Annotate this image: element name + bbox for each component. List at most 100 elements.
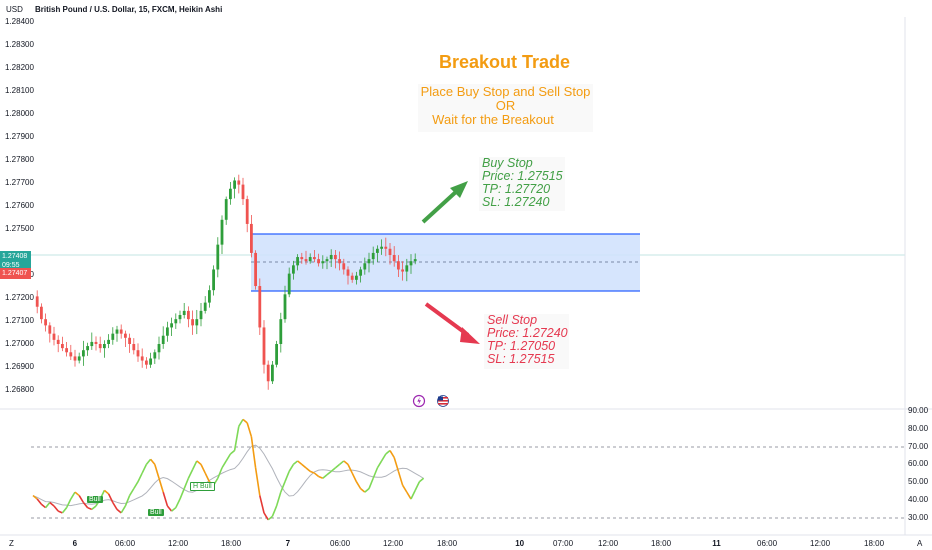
price-tick: 1.28300 [5,40,34,49]
indicator-segment [70,491,76,500]
time-tick: 12:00 [168,539,189,548]
indicator-segment [217,467,223,479]
indicator-segment [225,453,232,462]
candle-body [355,275,358,280]
buy-stop-tp: TP: 1.27720 [482,182,551,196]
indicator-segment [57,510,63,514]
buy-stop-label: Buy Stop [482,156,533,170]
candle-body [86,346,89,351]
indicator-segment [418,477,425,483]
symbol-title[interactable]: British Pound / U.S. Dollar, 15, FXCM, H… [35,5,223,14]
indicator-segment [326,470,332,476]
candle-body [157,344,161,353]
indicator-segment [44,501,51,509]
timezone-icon[interactable]: Z [9,539,14,548]
time-tick: 06:00 [757,539,778,548]
candle-body [90,341,94,347]
price-tick: 1.27500 [5,224,34,233]
indicator-segment [322,474,328,479]
candle-body [182,310,186,316]
price-tick: 1.27200 [5,293,34,302]
sell-stop-label: Sell Stop [487,313,538,327]
candle-body [413,259,417,262]
candle-body [245,199,249,224]
indicator-segment [355,481,362,490]
indicator-tick: 70.00 [908,442,929,451]
sell-stop-price: Price: 1.27240 [487,326,568,340]
candle-body [271,364,274,382]
candle-body [275,344,278,365]
currency-label: USD [6,5,23,14]
indicator-segment [40,503,47,509]
candle-body [308,257,312,262]
indicator-segment [187,469,194,479]
indicator-segment [397,471,404,486]
candle-body [111,333,115,340]
us-flag-icon[interactable] [437,395,449,407]
buy-arrow[interactable] [421,181,468,224]
indicator-segment [305,467,311,472]
indicator-segment [120,505,127,514]
candle-body [124,333,127,338]
lightning-icon[interactable] [412,394,426,408]
indicator-segment [238,418,244,427]
candle-body [371,252,375,260]
indicator-segment [393,457,400,472]
time-tick: 07:00 [553,539,574,548]
buy-stop-card[interactable]: Buy Stop Price: 1.27515 TP: 1.27720 SL: … [479,157,565,211]
bull-label-2[interactable]: Bull [148,509,164,516]
indicator-tick: 80.00 [908,424,929,433]
time-tick: 12:00 [383,539,404,548]
indicator-segment [275,491,282,507]
indicator-segment [292,460,299,466]
candle-body [229,188,232,200]
time-tick: 11 [712,539,721,548]
indicator-segment [133,481,139,490]
sell-stop-tp: TP: 1.27050 [487,339,556,353]
indicator-segment [141,464,148,474]
indicator-tick: 90.00 [908,406,929,415]
candle-body [98,344,102,349]
price-tick: 1.28200 [5,63,34,72]
candle-body [250,223,253,253]
bull-label-1[interactable]: Bull [87,496,103,503]
indicator-segment [233,426,240,451]
candle-body [212,269,215,291]
indicator-segment [414,481,421,491]
price-tick: 1.27700 [5,178,34,187]
indicator-segment [318,475,324,479]
candle-body [166,327,169,336]
candle-body [287,273,291,295]
candle-body [136,350,140,357]
indicator-segment [334,463,341,469]
candle-body [170,323,173,328]
indicator-segment [401,484,408,493]
time-tick: 12:00 [810,539,831,548]
indicator-segment [78,495,85,503]
candle-body [334,254,337,260]
indicator-segment [246,422,253,437]
indicator-segment [145,458,152,465]
candle-body [321,261,325,264]
buy-stop-price: Price: 1.27515 [482,169,563,183]
candle-body [132,344,136,351]
subtitle-box[interactable]: Place Buy Stop and Sell Stop OR Wait for… [418,84,593,132]
breakout-title[interactable]: Breakout Trade [439,52,571,72]
candle-body [329,254,333,260]
indicator-segment [364,488,370,493]
candle-body [40,306,43,320]
sell-arrow[interactable] [424,302,480,344]
candle-body [69,352,73,357]
indicator-segment [284,471,290,483]
auto-scale-icon[interactable]: A [917,539,923,548]
indicator-segment [267,515,273,521]
indicator-segment [91,505,97,511]
sell-stop-card[interactable]: Sell Stop Price: 1.27240 TP: 1.27050 SL:… [484,314,569,369]
indicator-segment [61,507,68,514]
candle-body [94,341,98,344]
range-box[interactable] [251,234,640,291]
bull-label-3[interactable]: H Bull [190,482,215,491]
indicator-tick: 30.00 [908,513,929,522]
time-tick: 7 [285,539,291,548]
